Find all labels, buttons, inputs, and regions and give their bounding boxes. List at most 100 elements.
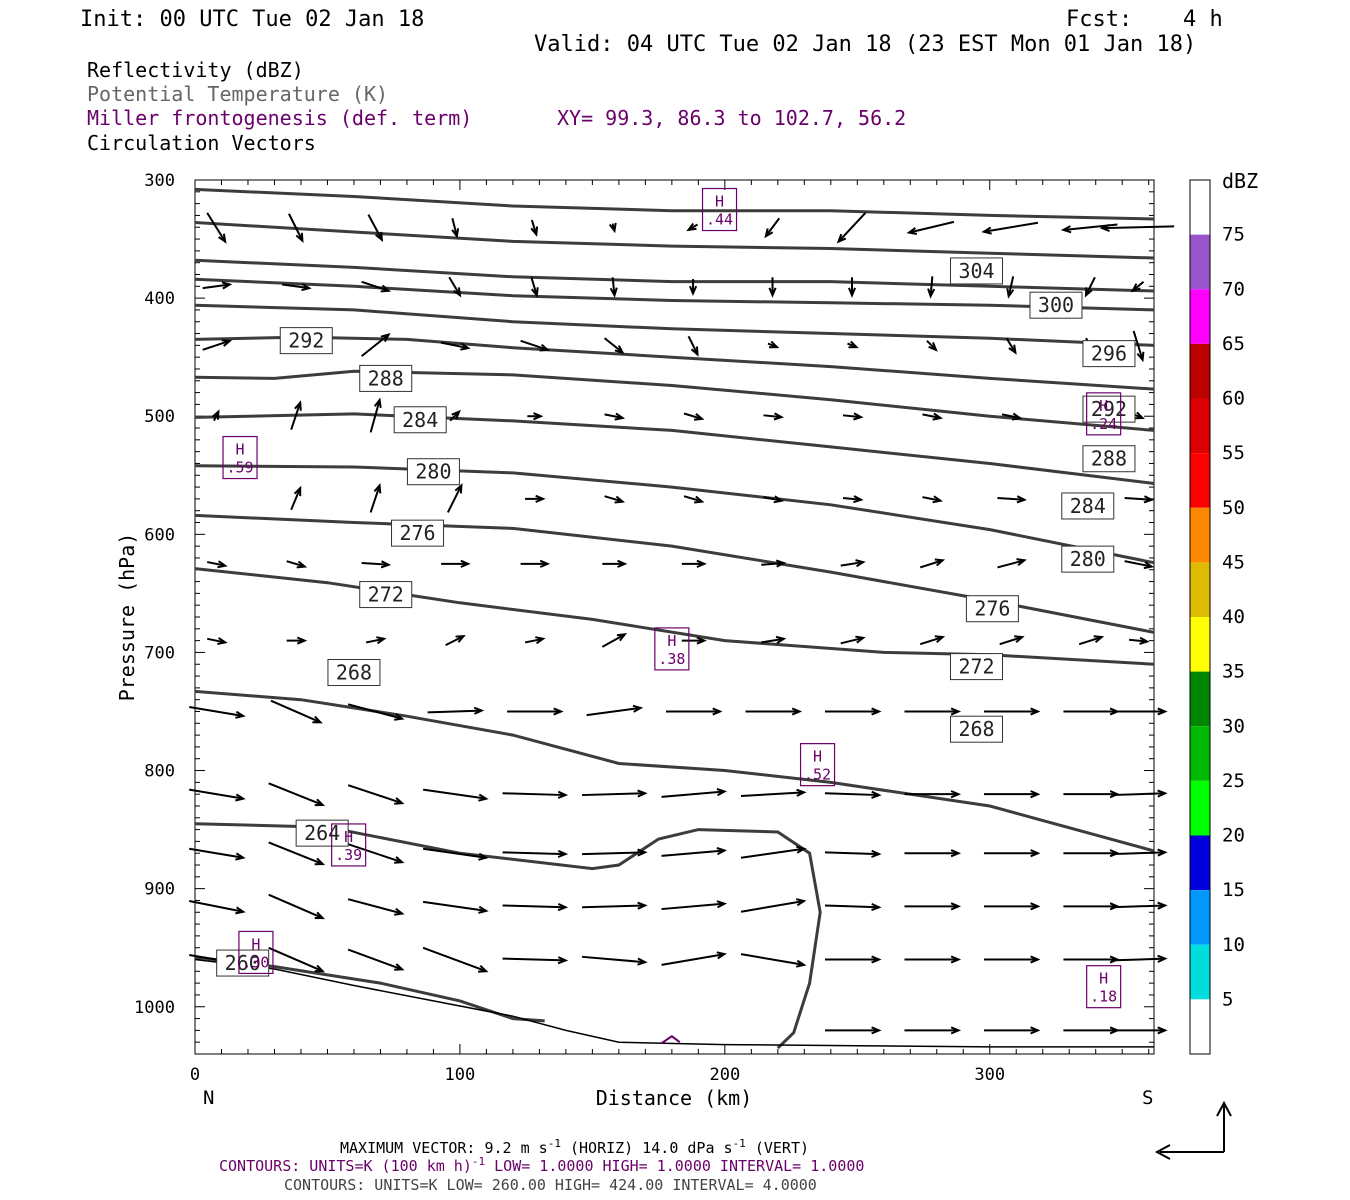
miller-max-letter: H [251, 935, 260, 953]
circulation-vector-head [478, 964, 489, 973]
colorbar-segment [1190, 507, 1210, 563]
circulation-vector [1111, 851, 1166, 856]
contour-label-box [950, 715, 1004, 743]
circulation-vector-head [294, 400, 302, 411]
circulation-vector-head [871, 902, 882, 912]
contour-label: 260 [225, 951, 261, 975]
circulation-vector [922, 496, 941, 502]
circulation-vector-head [394, 856, 405, 864]
reference-vertical-arrowhead [1216, 1100, 1232, 1117]
circulation-vector-head [791, 707, 803, 716]
circulation-vector-head [616, 633, 628, 642]
circulation-vector-head [375, 231, 384, 243]
circulation-vector-head [871, 955, 882, 964]
theta-contour-288 [194, 303, 1155, 347]
colorbar-segment [1190, 180, 1210, 235]
circulation-vector [1111, 904, 1166, 909]
circulation-vector-head [614, 412, 626, 421]
y-tick-label: 400 [144, 289, 175, 309]
circulation-vector [604, 495, 623, 503]
circulation-vector-head [853, 412, 864, 421]
miller-max-box [799, 743, 836, 787]
circulation-vector [422, 900, 487, 912]
circulation-vector [586, 706, 641, 717]
circulation-vector-head [373, 397, 382, 409]
valid-time: Valid: 04 UTC Tue 02 Jan 18 (23 EST Mon … [534, 32, 1196, 57]
miller-max-box [331, 823, 367, 867]
x-tick-label: 100 [445, 1065, 476, 1085]
colorbar-tick-label: 75 [1222, 224, 1245, 246]
circulation-vector-head [460, 559, 471, 568]
circulation-vector [1078, 636, 1102, 646]
colorbar-tick-label: 30 [1222, 715, 1245, 737]
circulation-vector-head [686, 222, 697, 232]
circulation-vector-head [1016, 495, 1027, 504]
circulation-vector [582, 851, 646, 856]
circulation-vector-head [235, 710, 246, 719]
circulation-vector [502, 851, 566, 856]
contour-label: 268 [958, 717, 994, 741]
contour-label: 284 [1070, 494, 1106, 518]
colorbar-segment [1190, 289, 1210, 344]
y-tick-label: 500 [144, 407, 175, 427]
circulation-vector-head [950, 790, 962, 799]
circulation-vector-head [716, 788, 728, 797]
circulation-vectors [188, 212, 1175, 1035]
circulation-vector [445, 635, 465, 647]
circulation-vector-head [301, 283, 312, 292]
circulation-vector-head [848, 340, 859, 349]
circulation-vector-head [553, 707, 564, 716]
colorbar-segment [1190, 453, 1210, 508]
circulation-vector [824, 904, 880, 909]
contour-label-box [359, 364, 413, 392]
circulation-vector [286, 560, 305, 568]
circulation-vector [1111, 792, 1166, 797]
circulation-vector-head [1136, 351, 1145, 363]
circulation-vector-head [855, 559, 866, 568]
circulation-vector-head [217, 637, 228, 645]
circulation-vector-head [539, 559, 551, 568]
circulation-vector-head [211, 409, 220, 420]
circulation-vector [422, 946, 487, 973]
circulation-vector [1007, 276, 1015, 297]
miller-max-value: .59 [226, 459, 253, 477]
miller-max-letter: H [1099, 397, 1108, 415]
circulation-vector-head [764, 228, 774, 239]
circulation-vector [683, 412, 703, 420]
contour-label-box [1061, 492, 1115, 520]
contour-label: 288 [368, 366, 404, 390]
colorbar-segment [1190, 890, 1210, 945]
circulation-vector-head [927, 288, 936, 299]
circulation-vector-head [950, 955, 962, 964]
circulation-vector-head [296, 636, 308, 645]
circulation-vector-head [1030, 955, 1041, 964]
y-tick-label: 300 [144, 171, 175, 191]
miller-max-box [1086, 392, 1122, 436]
circulation-vector [502, 904, 566, 909]
circulation-vector [603, 337, 624, 354]
circulation-vector-head [906, 227, 918, 235]
circulation-vector-head [693, 413, 705, 421]
circulation-vector [202, 283, 230, 290]
colorbar-frame [1189, 179, 1211, 1055]
circulation-vector [604, 413, 623, 419]
circulation-vector [582, 792, 646, 797]
contour-label: 304 [958, 259, 994, 283]
contour-label: 276 [399, 521, 435, 545]
circulation-vector [919, 559, 944, 569]
circulation-vector [367, 214, 383, 241]
circulation-vector [997, 559, 1025, 569]
circulation-vector-head [394, 963, 405, 971]
circulation-vector [202, 339, 231, 351]
x-tick-label: 200 [709, 1065, 740, 1085]
circulation-vector [268, 893, 324, 919]
circulation-vector-head [847, 287, 857, 298]
circulation-vector [361, 280, 389, 292]
circulation-vector-head [1084, 287, 1093, 298]
circulation-vector-head [473, 706, 485, 715]
circulation-vector [270, 699, 321, 724]
theta-contour-276 [194, 412, 1155, 485]
colorbar-segment [1190, 835, 1210, 891]
circulation-vector [440, 341, 469, 350]
circulation-vector [922, 413, 941, 419]
